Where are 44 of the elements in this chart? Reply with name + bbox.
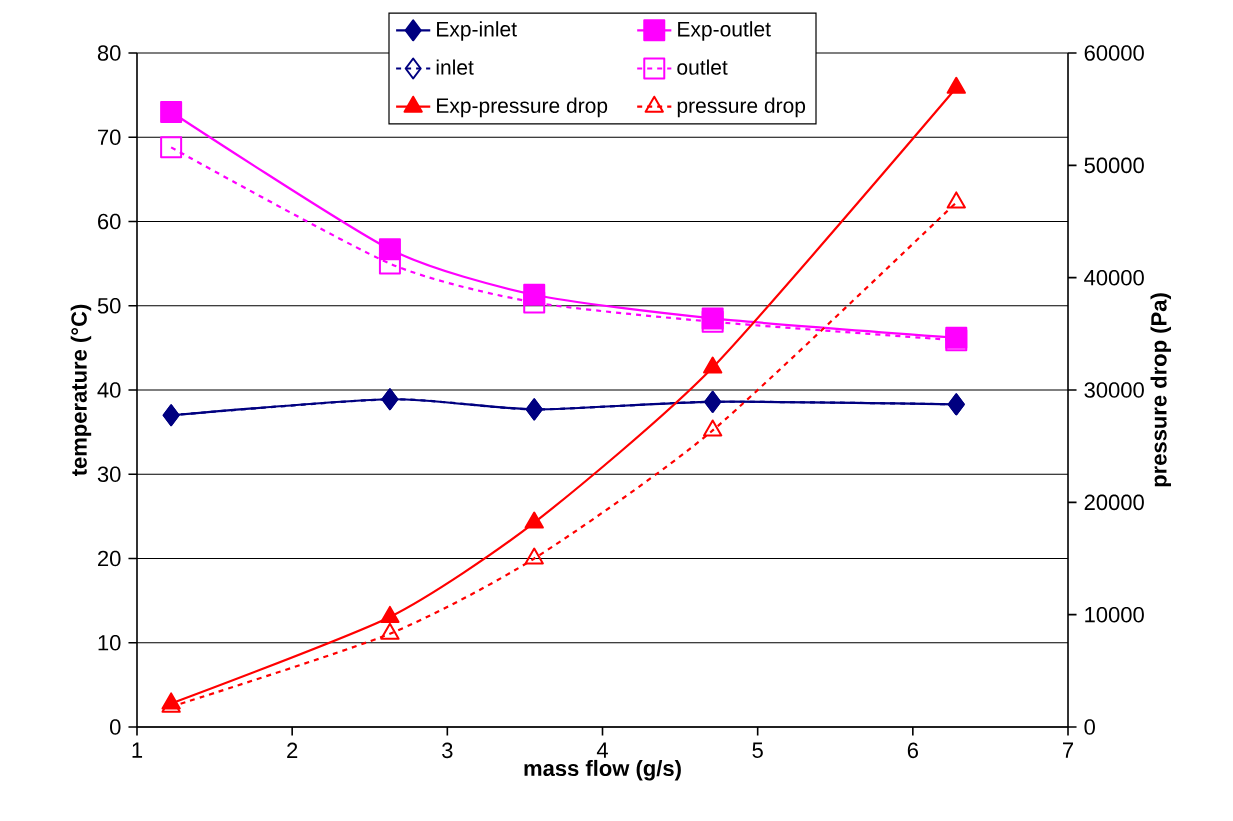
point xyxy=(523,291,546,314)
y2-tick-label: 30000 xyxy=(1084,382,1144,398)
legend-label: Exp-outlet xyxy=(678,21,771,41)
y-tick-label: 50 xyxy=(97,297,121,314)
y2-tick-label: 40000 xyxy=(1084,269,1144,286)
point xyxy=(378,252,401,275)
point xyxy=(946,76,966,94)
x-tick-label: 1 xyxy=(132,742,143,758)
point xyxy=(703,419,723,437)
point xyxy=(380,622,400,640)
y-tick-label: 60 xyxy=(98,213,121,230)
y2-tick-label: 10000 xyxy=(1085,606,1144,623)
y-tick-label: 0 xyxy=(110,719,121,735)
y2-axis-title: pressure drop (Pa) xyxy=(1150,293,1172,487)
legend-label: outlet xyxy=(677,59,728,75)
y-tick-label: 40 xyxy=(97,382,121,398)
y-tick-label: 10 xyxy=(98,634,121,651)
y2-tick-label: 50000 xyxy=(1084,157,1144,174)
legend-label: inlet xyxy=(436,59,474,75)
point xyxy=(160,100,183,123)
x-tick-label: 7 xyxy=(1063,742,1074,758)
y-tick-label: 70 xyxy=(98,129,121,146)
legend-label: pressure drop xyxy=(677,97,806,118)
y-tick-label: 30 xyxy=(97,466,121,483)
x-tick-label: 4 xyxy=(596,742,608,758)
point xyxy=(380,605,400,623)
x-tick-label: 5 xyxy=(752,742,763,758)
y-axis-title: temperature (°C) xyxy=(70,304,92,477)
y-tick-label: 80 xyxy=(97,45,121,61)
x-axis-title: mass flow (g/s) xyxy=(524,759,681,781)
x-tick-label: 2 xyxy=(287,742,298,758)
y2-tick-label: 0 xyxy=(1084,719,1095,735)
y-tick-label: 20 xyxy=(98,550,121,567)
y2-tick-label: 20000 xyxy=(1084,494,1144,511)
point xyxy=(160,136,183,159)
y2-tick-label: 60000 xyxy=(1084,45,1144,61)
x-tick-label: 3 xyxy=(442,742,453,759)
point xyxy=(946,191,966,209)
point xyxy=(524,511,544,529)
point xyxy=(703,356,723,374)
legend-label: Exp-inlet xyxy=(437,21,517,41)
legend-label: Exp-pressure drop xyxy=(437,97,608,118)
x-tick-label: 6 xyxy=(907,742,918,759)
point xyxy=(524,547,544,565)
